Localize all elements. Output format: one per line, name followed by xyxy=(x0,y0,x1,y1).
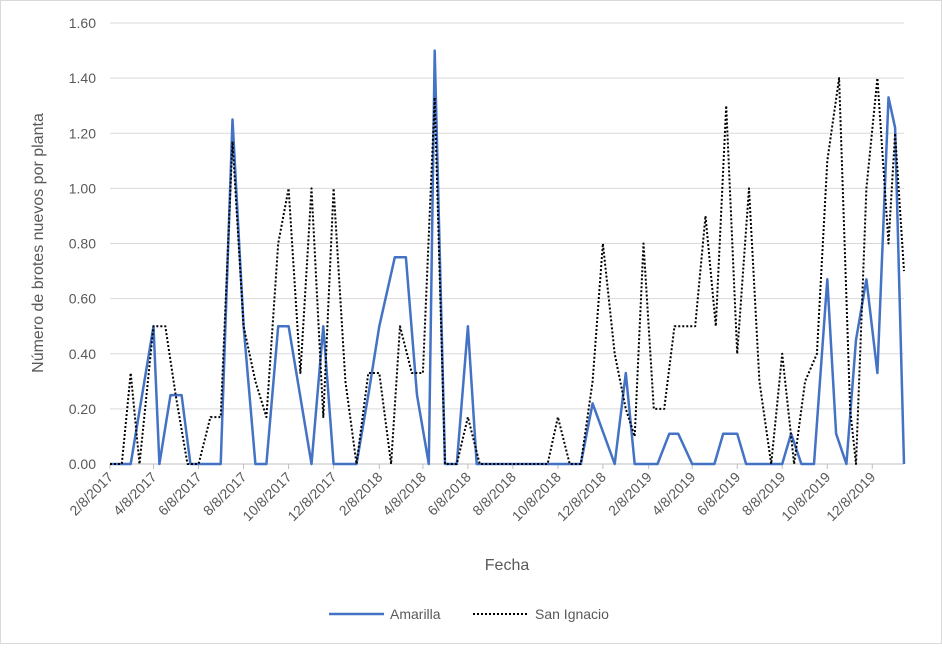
x-tick-label: 4/8/2017 xyxy=(110,469,160,519)
x-tick-label: 6/8/2017 xyxy=(155,469,205,519)
y-tick-label: 0.20 xyxy=(69,401,96,417)
y-tick-label: 1.40 xyxy=(69,70,96,86)
legend-label: San Ignacio xyxy=(535,606,609,622)
y-tick-label: 1.60 xyxy=(69,15,96,31)
x-tick-label: 4/8/2019 xyxy=(648,469,698,519)
legend: Amarilla San Ignacio xyxy=(329,606,609,622)
x-tick-label: 6/8/2019 xyxy=(694,469,744,519)
x-tick-label: 12/8/2019 xyxy=(823,469,879,525)
y-tick-label: 0.00 xyxy=(69,456,96,472)
x-tick-label: 12/8/2017 xyxy=(284,469,340,525)
x-tick-label: 12/8/2018 xyxy=(554,469,610,525)
y-tick-label: 1.20 xyxy=(69,125,96,141)
series-line-san-ignacio xyxy=(110,77,905,465)
y-axis-title: Número de brotes nuevos por planta xyxy=(30,113,47,373)
x-axis-ticks: 2/8/20174/8/20176/8/20178/8/201710/8/201… xyxy=(66,464,879,525)
x-tick-label: 4/8/2018 xyxy=(379,469,429,519)
legend-label: Amarilla xyxy=(390,606,441,622)
y-tick-label: 0.40 xyxy=(69,346,96,362)
x-tick-label: 2/8/2018 xyxy=(336,469,386,519)
series-line-amarilla xyxy=(110,49,906,466)
series-lines xyxy=(110,49,906,466)
x-axis-title: Fecha xyxy=(485,557,530,574)
x-tick-label: 2/8/2017 xyxy=(66,469,116,519)
y-tick-label: 1.00 xyxy=(69,180,96,196)
y-axis-ticks: 0.00 0.20 0.40 0.60 0.80 1.00 1.20 1.40 1.60 xyxy=(69,15,96,472)
x-tick-label: 6/8/2018 xyxy=(424,469,474,519)
y-tick-label: 0.80 xyxy=(69,236,96,252)
y-tick-label: 0.60 xyxy=(69,291,96,307)
x-tick-label: 2/8/2019 xyxy=(605,469,655,519)
